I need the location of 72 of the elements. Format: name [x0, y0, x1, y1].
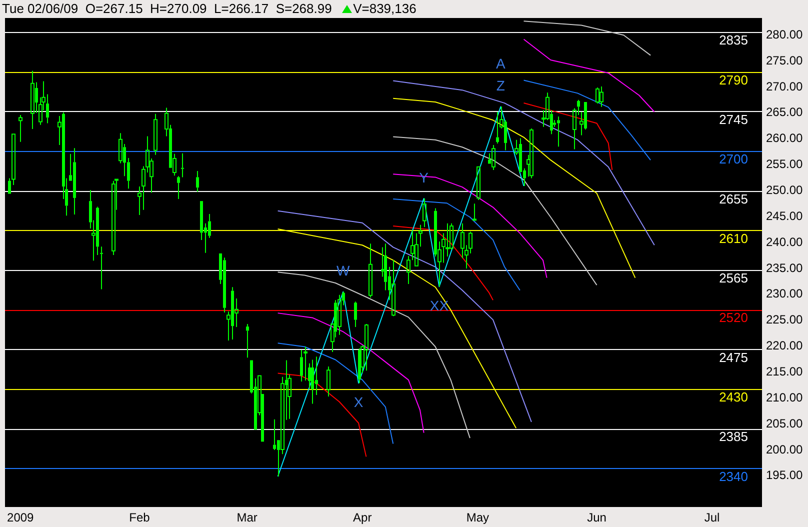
- candlestick: [326, 366, 330, 398]
- y-tick-label: 215.00: [766, 364, 804, 378]
- y2-tick-label: 2655: [719, 191, 748, 206]
- x-tick-label: Mar: [236, 510, 258, 525]
- candlestick: [18, 114, 22, 142]
- annotation: XX: [430, 297, 450, 314]
- candlestick: [73, 148, 76, 216]
- chart-subtitle: V=839,136: [353, 1, 416, 16]
- y2-tick-label: 2700: [719, 152, 748, 167]
- y-tick-label: 195.00: [766, 468, 804, 482]
- candlestick: [100, 246, 103, 290]
- candlestick: [422, 198, 426, 228]
- candlestick: [208, 214, 211, 238]
- candlestick: [315, 356, 318, 396]
- y-tick-label: 220.00: [766, 338, 804, 353]
- candlestick: [200, 201, 203, 240]
- y2-tick-label: 2745: [719, 112, 748, 127]
- y2-tick-label: 2430: [719, 390, 748, 405]
- y-tick-label: 210.00: [766, 390, 804, 404]
- candlestick: [246, 323, 249, 358]
- candlestick: [384, 243, 387, 291]
- y-tick-label: 200.00: [766, 442, 804, 456]
- candlestick: [308, 362, 311, 389]
- y-tick-label: 205.00: [766, 416, 804, 430]
- y2-tick-label: 2520: [719, 310, 748, 326]
- candlestick: [354, 301, 357, 328]
- candlestick: [557, 116, 560, 148]
- x-tick-label: May: [466, 510, 489, 525]
- candlestick: [311, 359, 314, 404]
- y-tick-label: 230.00: [766, 286, 804, 301]
- y-tick-label: 270.00: [766, 79, 804, 94]
- candlestick: [181, 152, 184, 178]
- candlestick: [600, 86, 604, 108]
- candlestick: [392, 260, 396, 317]
- x-tick-label: Jul: [704, 510, 720, 525]
- y-tick-label: 260.00: [766, 131, 804, 146]
- y-tick-label: 280.00: [766, 27, 804, 42]
- y-tick-label: 245.00: [766, 208, 804, 223]
- y-tick-label: 235.00: [766, 260, 804, 275]
- x-tick-label: Jun: [587, 510, 606, 525]
- y-tick-label: 255.00: [766, 157, 804, 172]
- y2-tick-label: 2340: [719, 468, 748, 484]
- candlestick: [196, 170, 199, 192]
- annotation: X: [354, 394, 364, 410]
- y2-tick-label: 2565: [719, 270, 748, 286]
- candlestick: [223, 257, 226, 314]
- candlestick: [358, 348, 361, 384]
- y-tick-label: 265.00: [766, 105, 804, 120]
- y2-tick-label: 2610: [719, 230, 748, 246]
- x-tick-label: 2009: [7, 510, 34, 525]
- candlestick: [177, 176, 180, 200]
- y2-tick-label: 2835: [719, 32, 748, 48]
- y-tick-label: 240.00: [766, 234, 804, 249]
- candlestick: [154, 113, 158, 156]
- x-tick-label: Feb: [129, 510, 150, 525]
- y2-tick-label: 2790: [719, 72, 748, 88]
- candlestick: [273, 418, 276, 450]
- candlestick: [30, 70, 34, 130]
- y-tick-label: 250.00: [766, 182, 804, 197]
- annotation: A: [496, 56, 506, 72]
- y-tick-label: 275.00: [766, 53, 804, 68]
- candlestick: [472, 203, 476, 221]
- candlestick: [364, 323, 368, 372]
- annotation: Z: [496, 78, 506, 94]
- y2-tick-label: 2385: [719, 429, 748, 444]
- chart-title: Tue 02/06/09 O=267.15 H=270.09 L=266.17 S=268.99: [2, 1, 333, 16]
- candlestick: [368, 243, 372, 298]
- y-tick-label: 225.00: [766, 312, 804, 327]
- candlestick: [338, 294, 342, 336]
- candlestick: [304, 346, 308, 381]
- y2-tick-label: 2475: [719, 350, 748, 365]
- x-tick-label: Apr: [353, 510, 372, 525]
